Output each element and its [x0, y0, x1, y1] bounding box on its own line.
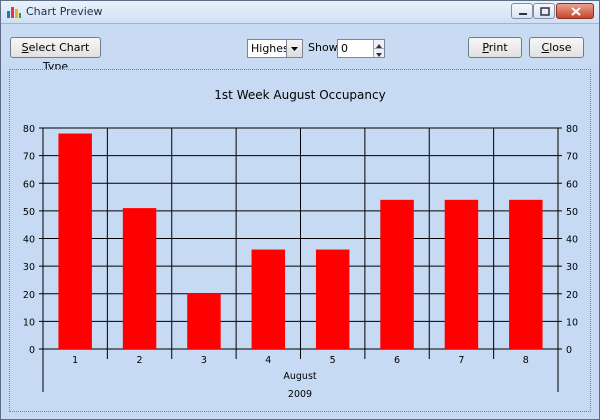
arrow-down-icon [376, 53, 382, 57]
x-tick-label: 6 [394, 355, 400, 366]
y-tick-label: 70 [23, 152, 35, 163]
window-close-button[interactable] [556, 3, 594, 19]
y-tick-label: 80 [23, 124, 35, 135]
y-tick-label-right: 20 [566, 290, 578, 301]
maximize-button[interactable] [533, 3, 555, 19]
sort-order-select[interactable]: Highest [247, 39, 303, 58]
bar-3 [187, 293, 221, 349]
y-tick-label: 20 [23, 290, 35, 301]
close-label-rest: lose [549, 41, 572, 54]
bar-6 [380, 199, 414, 349]
window-title: Chart Preview [26, 5, 103, 18]
print-label-rest: rint [488, 41, 508, 54]
y-tick-label-right: 30 [566, 262, 578, 273]
sort-order-value: Highest [251, 42, 294, 55]
print-mnemonic: P [482, 41, 489, 54]
show-label: Show: [308, 41, 341, 54]
select-chart-type-mnemonic: S [21, 41, 29, 54]
y-tick-label: 10 [23, 317, 35, 328]
minimize-button[interactable] [511, 3, 533, 19]
spin-up-button[interactable] [373, 40, 384, 49]
chart-panel: 1st Week August Occupancy 0 0 10 10 20 20 30 30 4… [9, 69, 591, 412]
close-button[interactable]: Close [529, 37, 584, 58]
x-axis-label: August [283, 371, 317, 382]
x-tick-label: 7 [458, 355, 464, 366]
y-tick-label-right: 0 [566, 345, 572, 356]
y-tick-label-right: 10 [566, 317, 578, 328]
bar-4 [251, 249, 286, 349]
select-chart-type-button[interactable]: Select Chart Type [10, 37, 101, 73]
close-icon [571, 7, 581, 16]
x-tick-label: 4 [265, 355, 271, 366]
close-mnemonic: C [541, 41, 550, 54]
y-tick-label: 30 [23, 262, 35, 273]
y-tick-label-right: 80 [566, 124, 578, 135]
show-count-value[interactable]: 0 [341, 42, 348, 55]
bar-1 [58, 133, 92, 349]
y-tick-label: 50 [23, 207, 35, 218]
x-axis-sublabel: 2009 [288, 389, 312, 400]
y-tick-label-right: 60 [566, 179, 578, 190]
chevron-down-icon [291, 47, 298, 51]
title-bar[interactable]: Chart Preview [1, 1, 599, 24]
x-tick-label: 2 [137, 355, 143, 366]
dropdown-arrow-button[interactable] [286, 40, 302, 57]
bar-chart: 1st Week August Occupancy 0 0 10 10 20 20 30 30 4… [23, 88, 578, 400]
spin-down-button[interactable] [373, 49, 384, 57]
show-count-spinner[interactable]: 0 [337, 39, 385, 58]
minimize-icon [519, 13, 527, 15]
bar-2 [122, 208, 157, 349]
x-tick-label: 8 [523, 355, 529, 366]
chart-app-icon [7, 7, 21, 18]
x-tick-label: 5 [330, 355, 336, 366]
print-button[interactable]: Print [468, 37, 522, 58]
y-tick-label: 0 [29, 345, 35, 356]
y-tick-label-right: 40 [566, 235, 578, 246]
bar-7 [444, 199, 479, 349]
bar-8 [509, 199, 543, 349]
y-tick-label: 60 [23, 179, 35, 190]
arrow-up-icon [376, 44, 382, 48]
y-tick-label-right: 70 [566, 152, 578, 163]
maximize-icon [540, 7, 550, 16]
chart-title: 1st Week August Occupancy [214, 88, 385, 102]
x-tick-label: 3 [201, 355, 207, 366]
x-tick-label: 1 [72, 355, 78, 366]
bar-5 [315, 249, 350, 349]
y-tick-label: 40 [23, 235, 35, 246]
y-tick-label-right: 50 [566, 207, 578, 218]
